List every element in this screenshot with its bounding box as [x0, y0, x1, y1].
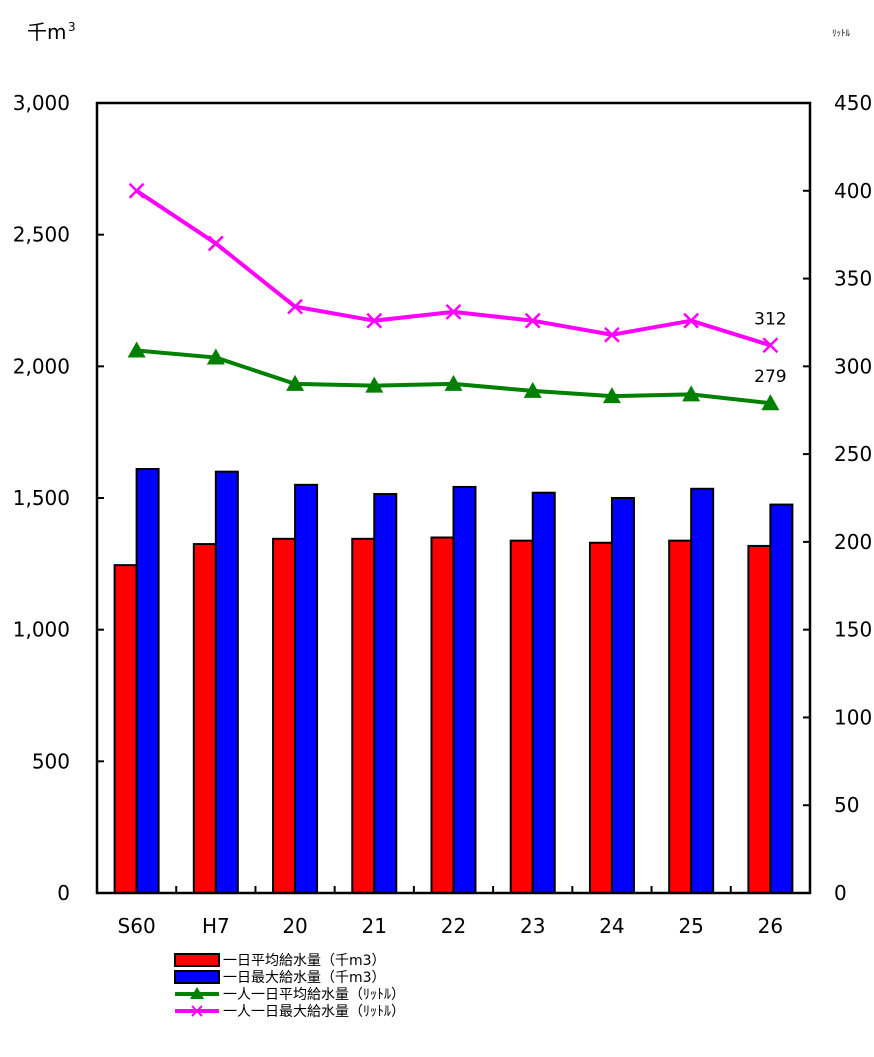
- legend-swatch-bar: [174, 970, 220, 984]
- bar-average-24: [588, 541, 613, 894]
- bar-average-21: [351, 537, 376, 894]
- marker-avg-per-capita-20: [286, 374, 305, 391]
- marker-max-per-capita-24: [604, 326, 620, 343]
- bar-average-20: [272, 537, 297, 894]
- bar-maximum-S60: [135, 468, 160, 894]
- marker-avg-per-capita-S60: [127, 341, 146, 358]
- bar-maximum-H7: [214, 470, 239, 894]
- category-label: H7: [202, 914, 230, 938]
- marker-avg-per-capita-22: [444, 374, 463, 391]
- right-axis-tick-label: 250: [834, 442, 872, 466]
- bar-maximum-21: [373, 493, 398, 894]
- category-label: 20: [282, 914, 307, 938]
- marker-avg-per-capita-23: [523, 381, 542, 398]
- axis-units-group: 千m 3 ﾘｯﾄﾙ: [27, 20, 851, 44]
- bar-maximum-26: [769, 503, 794, 894]
- bar-average-22: [430, 536, 455, 894]
- marker-avg-per-capita-24: [602, 387, 621, 404]
- marker-avg-per-capita-26: [761, 394, 780, 411]
- left-axis-tick-label: 1,000: [13, 618, 70, 642]
- legend-label: 一日平均給水量（千m3）: [223, 953, 386, 969]
- category-label: 26: [758, 914, 783, 938]
- data-labels-group: 312 279: [754, 309, 786, 387]
- right-axis-tick-label: 0: [834, 881, 847, 905]
- legend-label: 一日最大給水量（千m3）: [223, 970, 386, 986]
- left-axis-tick-label: 3,000: [13, 91, 70, 115]
- legend: 一日平均給水量（千m3）一日最大給水量（千m3）一人一日平均給水量（ﾘｯﾄﾙ）一…: [174, 953, 405, 1020]
- bar-maximum-22: [452, 485, 477, 894]
- category-label: 23: [520, 914, 545, 938]
- marker-max-per-capita-H7: [207, 235, 224, 252]
- bar-average-23: [509, 539, 534, 894]
- left-axis-tick-label: 0: [57, 881, 70, 905]
- marker-avg-per-capita-25: [682, 385, 701, 402]
- right-axis-tick-label: 200: [834, 530, 872, 554]
- data-label: 312: [754, 309, 786, 329]
- bar-maximum-25: [690, 487, 715, 894]
- left-axis-tick-label: 2,500: [13, 223, 70, 247]
- right-axis-tick-label: 150: [834, 618, 872, 642]
- right-axis-tick-label: 400: [834, 179, 872, 203]
- legend-marker-triangle: [190, 987, 204, 999]
- right-axis-tick-label: 100: [834, 705, 872, 729]
- bar-average-26: [747, 544, 772, 895]
- marker-avg-per-capita-21: [365, 376, 384, 393]
- data-label: 279: [754, 367, 786, 387]
- bar-average-H7: [192, 543, 217, 894]
- bar-series-group: [113, 468, 794, 895]
- right-axis-tick-label: 450: [834, 91, 872, 115]
- bar-maximum-20: [294, 483, 319, 894]
- line-series-group: [127, 182, 780, 411]
- left-axis-unit-label: 千m: [27, 20, 66, 44]
- legend-marker-x: [191, 1005, 203, 1017]
- right-axis-tick-label: 350: [834, 267, 872, 291]
- legend-swatch-bar: [174, 953, 220, 967]
- axes-group: [95, 101, 812, 895]
- marker-avg-per-capita-H7: [206, 348, 225, 365]
- bar-maximum-24: [610, 497, 635, 894]
- marker-max-per-capita-S60: [128, 182, 145, 199]
- bar-average-25: [668, 539, 693, 894]
- marker-max-per-capita-20: [287, 298, 303, 315]
- category-label: 22: [441, 914, 466, 938]
- marker-max-per-capita-25: [683, 312, 700, 329]
- tick-labels-group: 0 500 1,000 1,500 2,000 2,500 3,000 0 50 100 150 20…: [13, 91, 872, 938]
- left-axis-tick-label: 1,500: [13, 486, 70, 510]
- left-axis-tick-label: 2,000: [13, 354, 70, 378]
- right-axis-tick-label: 50: [834, 793, 859, 817]
- category-label: 25: [678, 914, 703, 938]
- legend-label: 一人一日平均給水量（ﾘｯﾄﾙ）: [223, 987, 405, 1003]
- category-label: 24: [599, 914, 624, 938]
- legend-label: 一人一日最大給水量（ﾘｯﾄﾙ）: [223, 1004, 405, 1020]
- marker-max-per-capita-26: [762, 337, 779, 354]
- marker-max-per-capita-21: [366, 312, 383, 329]
- category-label: S60: [118, 914, 156, 938]
- bar-average-S60: [113, 564, 138, 895]
- category-label: 21: [362, 914, 387, 938]
- right-axis-unit-label: ﾘｯﾄﾙ: [832, 29, 851, 39]
- bar-maximum-23: [531, 491, 556, 894]
- marker-max-per-capita-22: [445, 304, 462, 320]
- marker-max-per-capita-23: [524, 312, 541, 329]
- right-axis-tick-label: 300: [834, 354, 872, 378]
- left-axis-tick-label: 500: [32, 749, 70, 773]
- left-axis-unit-superscript: 3: [68, 20, 76, 34]
